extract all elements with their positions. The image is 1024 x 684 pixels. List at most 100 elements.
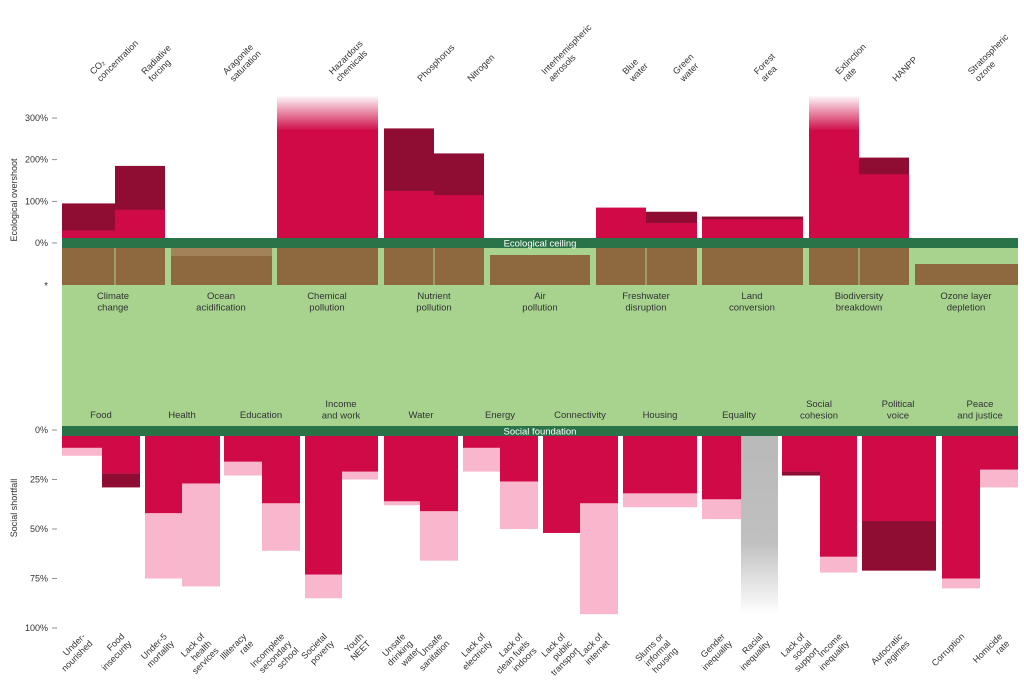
eco-indicator-label-group: HANPP bbox=[890, 54, 919, 83]
social-shortfall-bar bbox=[145, 436, 182, 514]
social-domain-label-line: Water bbox=[409, 410, 434, 421]
eco-tick-label: 100% bbox=[25, 196, 48, 206]
eco-within-past bbox=[171, 248, 272, 256]
social-indicator-label-group: Corruption bbox=[930, 631, 967, 668]
social-tick-label: 50% bbox=[30, 524, 48, 534]
eco-indicator-label: Stratosphericozone bbox=[966, 31, 1018, 83]
social-indicator-label: Societalpoverty bbox=[299, 631, 336, 668]
social-domain-label: Political voice bbox=[882, 399, 915, 422]
social-indicator-label: Under-5mortality bbox=[138, 631, 177, 670]
eco-indicator-label-line: Phosphorus bbox=[415, 42, 456, 83]
social-domain-label-line: Education bbox=[240, 410, 282, 421]
eco-domain-label: Freshwater disruption bbox=[622, 291, 670, 314]
eco-within-block bbox=[702, 248, 803, 285]
social-indicator-label-group: Homiciderate bbox=[971, 631, 1012, 665]
social-domain-label-line: voice bbox=[887, 411, 909, 422]
social-domain-label: Education bbox=[240, 410, 282, 421]
eco-domain-label: Nutrient pollution bbox=[416, 291, 451, 314]
eco-indicator-label-group: Bluewater bbox=[620, 54, 650, 85]
social-tick-label: 25% bbox=[30, 475, 48, 485]
social-axis-title: Social shortfall bbox=[9, 479, 19, 538]
social-indicator-label: Racialinequality bbox=[731, 631, 772, 672]
social-indicator-label-group: Genderinequality bbox=[699, 631, 735, 672]
social-shortfall-bar bbox=[305, 436, 342, 575]
eco-domain-label-line: Biodiversity bbox=[835, 291, 884, 302]
social-past-bar bbox=[782, 471, 820, 476]
social-past-bar bbox=[62, 447, 102, 456]
eco-within-block bbox=[490, 255, 590, 285]
ecological-ceiling-bar bbox=[62, 238, 1018, 248]
eco-indicator-label: Bluewater bbox=[620, 54, 650, 84]
social-domain-label: Water bbox=[409, 410, 434, 421]
eco-indicator-label-group: Greenwater bbox=[671, 52, 701, 85]
social-indicator-label-group: Incompletesecondaryschool bbox=[248, 631, 300, 675]
social-domain-label-line: Food bbox=[90, 410, 112, 421]
social-domain-label: Peace and justice bbox=[957, 399, 1002, 422]
social-indicator-label: YouthNEET bbox=[341, 631, 372, 662]
social-domain-label-line: Health bbox=[168, 410, 195, 421]
social-domain-label: Food bbox=[90, 410, 112, 421]
eco-overshoot-bar bbox=[115, 209, 165, 243]
eco-domain-label-line: Ocean bbox=[207, 291, 235, 302]
eco-indicator-label-group: Forestarea bbox=[752, 51, 779, 84]
social-indicator-label-group: Racialinequality bbox=[731, 631, 772, 672]
social-indicator-label: Unsafedrinkingwater bbox=[378, 631, 422, 675]
social-indicator-label-group: Slums orinformalhousing bbox=[633, 631, 679, 677]
eco-tick-label: 200% bbox=[25, 155, 48, 165]
social-domain-label: Social cohesion bbox=[800, 399, 838, 422]
eco-indicator-label-group: Phosphorus bbox=[415, 42, 456, 83]
social-domain-label-line: and justice bbox=[957, 411, 1002, 422]
social-shortfall-bar bbox=[980, 436, 1018, 470]
social-shortfall-bar bbox=[102, 436, 140, 474]
eco-overshoot-bar bbox=[384, 190, 434, 243]
social-domain-label-line: Peace bbox=[967, 399, 994, 410]
social-shortfall-bar bbox=[580, 436, 618, 504]
social-past-bar bbox=[182, 483, 220, 587]
eco-domain-label-line: Climate bbox=[97, 291, 129, 302]
social-domain-label: Equality bbox=[722, 410, 756, 421]
social-shortfall-bar bbox=[420, 436, 458, 512]
eco-tick-label: 0% bbox=[35, 238, 48, 248]
eco-indicator-label-group: Stratosphericozone bbox=[966, 31, 1018, 83]
social-domain-label-line: Energy bbox=[485, 410, 515, 421]
eco-overshoot-bar bbox=[809, 130, 859, 243]
social-past-bar bbox=[145, 513, 182, 579]
social-no-data-bar bbox=[741, 436, 778, 615]
social-domain-label-line: Housing bbox=[643, 410, 678, 421]
social-past-bar bbox=[262, 503, 300, 551]
eco-indicator-label: CO₂concentration bbox=[88, 31, 140, 83]
eco-indicator-label: Radiativeforcing bbox=[139, 43, 180, 84]
social-shortfall-bar bbox=[543, 436, 580, 533]
eco-domain-label-line: acidification bbox=[196, 303, 246, 314]
social-tick-label: 75% bbox=[30, 574, 48, 584]
eco-domain-label: Climate change bbox=[97, 291, 129, 314]
eco-overshoot-bar bbox=[859, 174, 909, 243]
eco-domain-label-line: Nutrient bbox=[417, 291, 451, 302]
eco-domain-label: Ocean acidification bbox=[196, 291, 246, 314]
social-shortfall-bar bbox=[384, 436, 420, 502]
eco-indicator-label: Interhemisphericaerosols bbox=[539, 22, 601, 84]
eco-domain-label-line: conversion bbox=[729, 303, 775, 314]
social-past-bar bbox=[580, 503, 618, 615]
eco-overshoot-bar bbox=[596, 207, 646, 243]
social-indicator-label-group: Foodinsecurity bbox=[100, 631, 134, 672]
social-past-bar bbox=[384, 501, 420, 506]
social-past-bar bbox=[980, 469, 1018, 488]
eco-domain-label-line: Air bbox=[534, 291, 546, 302]
social-shortfall-bar bbox=[623, 436, 697, 494]
social-indicator-label: Lack ofelectricity bbox=[453, 631, 494, 672]
social-indicator-label-group: Lack ofinternet bbox=[576, 631, 612, 667]
eco-within-block bbox=[915, 264, 1018, 285]
social-shortfall-bar bbox=[463, 436, 500, 448]
eco-within-block bbox=[62, 248, 165, 285]
bars-layer bbox=[62, 95, 1018, 615]
social-indicator-label: Lack ofclean fuelsindoors bbox=[487, 631, 539, 683]
eco-domain-label-line: Ozone layer bbox=[940, 291, 991, 302]
social-shortfall-bar bbox=[782, 436, 820, 472]
social-indicator-label: Lack ofinternet bbox=[576, 631, 612, 667]
social-indicator-label-group: Lack ofelectricity bbox=[453, 631, 494, 672]
ecological-ceiling-label: Ecological ceiling bbox=[504, 239, 577, 250]
social-indicator-label: Lack ofpublictransport bbox=[535, 631, 582, 678]
social-indicator-label: Slums orinformalhousing bbox=[633, 631, 679, 677]
social-past-bar bbox=[862, 521, 936, 571]
